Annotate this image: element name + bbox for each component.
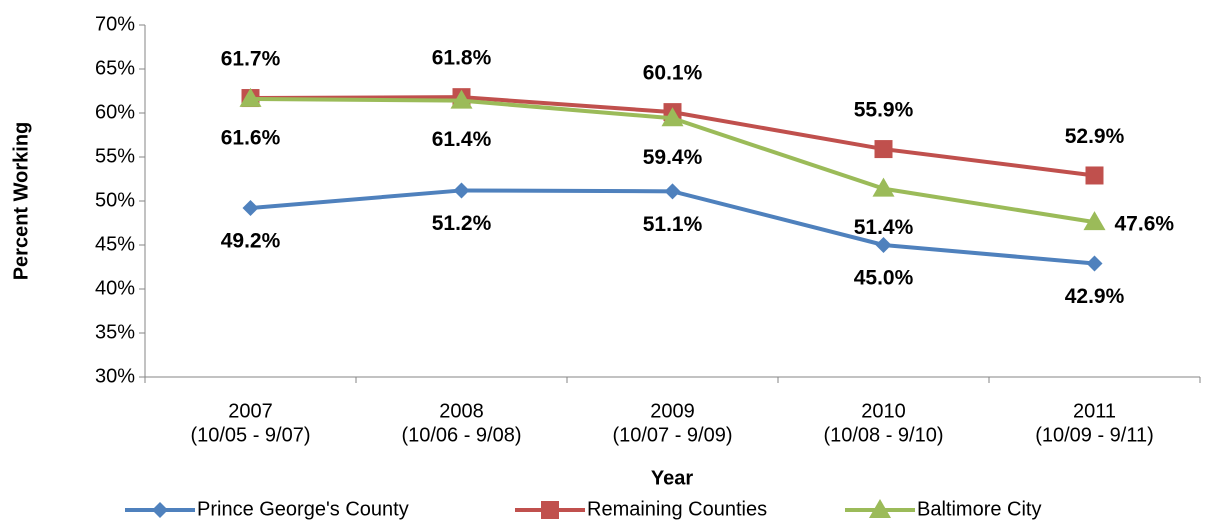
legend-label: Remaining Counties [587,498,767,520]
legend-label: Prince George's County [197,498,409,520]
data-label: 42.9% [1065,285,1125,308]
data-label: 61.7% [221,48,281,71]
legend-marker [541,501,559,519]
data-label: 55.9% [854,99,914,122]
y-tick-label: 45% [95,233,135,255]
data-point [450,89,473,109]
data-label: 61.6% [221,126,281,149]
legend-marker [152,502,168,518]
data-label: 59.4% [643,146,703,169]
data-point [661,107,684,127]
data-label: 45.0% [854,267,914,290]
data-label: 61.8% [432,47,492,70]
y-tick-label: 55% [95,145,135,167]
data-point [664,183,681,200]
y-tick-label: 30% [95,365,135,387]
x-tick-label: (10/08 - 9/10) [823,424,943,446]
x-axis-title: Year [651,467,693,489]
y-tick-label: 60% [95,101,135,123]
y-tick-label: 65% [95,57,135,79]
x-tick-label: (10/05 - 9/07) [190,424,310,446]
x-tick-label: (10/06 - 9/08) [401,424,521,446]
data-label: 61.4% [432,128,492,151]
y-tick-label: 40% [95,277,135,299]
x-tick-label: 2010 [861,400,906,422]
data-point [1083,211,1106,231]
data-label: 49.2% [221,230,281,253]
y-tick-label: 70% [95,13,135,35]
y-tick-label: 50% [95,189,135,211]
data-point [242,200,259,217]
legend-label: Baltimore City [917,498,1041,520]
data-label: 60.1% [643,62,703,85]
data-label: 51.1% [643,213,703,236]
x-tick-label: (10/07 - 9/09) [612,424,732,446]
x-tick-label: 2008 [439,400,484,422]
data-point [872,177,895,197]
data-point [1086,255,1103,272]
x-tick-label: 2009 [650,400,695,422]
data-label: 52.9% [1065,125,1125,148]
data-point [239,87,262,107]
y-axis-title: Percent Working [10,122,32,281]
legend-marker [869,499,891,518]
data-label: 51.4% [854,216,914,239]
x-tick-label: 2011 [1073,400,1116,422]
data-point [874,140,893,159]
x-tick-label: (10/09 - 9/11) [1035,424,1154,446]
data-label: 51.2% [432,212,492,235]
data-point [1085,166,1104,185]
data-point [453,182,470,199]
x-tick-label: 2007 [228,400,273,422]
y-tick-label: 35% [95,321,135,343]
data-label: 47.6% [1115,213,1175,236]
data-point [875,237,892,253]
